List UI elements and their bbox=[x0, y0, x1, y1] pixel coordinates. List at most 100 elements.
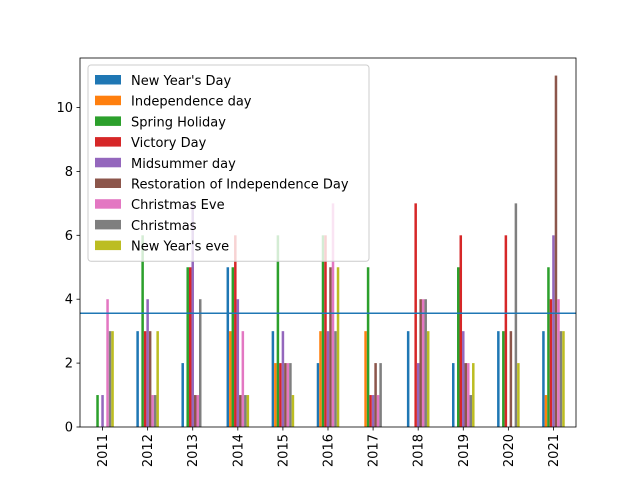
legend-swatch bbox=[95, 240, 121, 251]
bar-victory-day-2013 bbox=[188, 267, 192, 427]
bar-restoration-of-independence-day-2019 bbox=[464, 363, 468, 427]
bar-victory-day-2016 bbox=[324, 235, 327, 427]
bar-midsummer-day-2018 bbox=[416, 363, 420, 427]
x-tick-label: 2017 bbox=[367, 434, 382, 467]
bar-midsummer-day-2013 bbox=[191, 203, 194, 427]
bar-christmas-eve-2013 bbox=[196, 395, 199, 427]
x-tick-label: 2018 bbox=[412, 434, 427, 467]
legend-label: New Year's Day bbox=[131, 74, 231, 89]
legend-swatch bbox=[95, 157, 121, 168]
bar-spring-holiday-2019 bbox=[457, 267, 460, 427]
bar-christmas-eve-2012 bbox=[151, 395, 154, 427]
legend-swatch bbox=[95, 116, 121, 126]
bar-christmas-eve-2021 bbox=[557, 299, 560, 427]
bar-new-year-s-day-2014 bbox=[226, 267, 230, 427]
axes-layer: 0 2 4 6 8 10 2011 2012 2013 2014 2015 2016 2017 2018 2… bbox=[56, 57, 577, 467]
bar-christmas-eve-2018 bbox=[421, 299, 425, 427]
bar-christmas-2021 bbox=[559, 331, 563, 427]
legend-box bbox=[87, 64, 370, 262]
bar-midsummer-day-2015 bbox=[281, 331, 285, 427]
bar-new-year-s-day-2021 bbox=[542, 331, 545, 427]
bar-restoration-of-independence-day-2016 bbox=[329, 267, 332, 427]
legend-swatch bbox=[95, 178, 121, 188]
bar-christmas-eve-2015 bbox=[286, 363, 290, 427]
bar-victory-day-2019 bbox=[459, 235, 463, 427]
y-tick-label: 2 bbox=[65, 357, 73, 372]
legend-label: Midsummer day bbox=[131, 157, 236, 172]
bar-restoration-of-independence-day-2020 bbox=[509, 331, 513, 427]
bar-restoration-of-independence-day-2012 bbox=[148, 331, 152, 427]
bar-christmas-2016 bbox=[334, 331, 337, 427]
bars-layer bbox=[96, 75, 565, 427]
legend-label: Independence day bbox=[131, 95, 252, 110]
bar-new-year-s-eve-2021 bbox=[562, 331, 565, 427]
bar-victory-day-2014 bbox=[234, 235, 237, 427]
x-tick-label: 2014 bbox=[231, 434, 246, 467]
bar-midsummer-day-2016 bbox=[326, 331, 330, 427]
bar-independence-day-2016 bbox=[319, 331, 322, 427]
bar-spring-holiday-2020 bbox=[502, 331, 505, 427]
bar-spring-holiday-2013 bbox=[186, 267, 189, 427]
bar-new-year-s-eve-2020 bbox=[517, 363, 520, 427]
bar-christmas-eve-2011 bbox=[106, 299, 109, 427]
bar-christmas-2012 bbox=[153, 395, 157, 427]
bar-spring-holiday-2012 bbox=[141, 235, 144, 427]
bar-spring-holiday-2014 bbox=[231, 267, 235, 427]
x-tick-label: 2013 bbox=[186, 434, 201, 467]
x-tick-label: 2015 bbox=[276, 434, 291, 467]
y-tick-label: 0 bbox=[65, 421, 73, 436]
legend-swatch bbox=[95, 219, 121, 230]
bar-restoration-of-independence-day-2015 bbox=[284, 363, 287, 427]
legend-label: New Year's eve bbox=[131, 240, 229, 255]
bar-new-year-s-day-2013 bbox=[181, 363, 184, 427]
x-tick-label: 2020 bbox=[502, 434, 517, 467]
bar-spring-holiday-2011 bbox=[96, 395, 99, 427]
bar-christmas-2011 bbox=[108, 331, 112, 427]
legend-swatch bbox=[95, 137, 121, 147]
bar-restoration-of-independence-day-2021 bbox=[554, 75, 558, 427]
bar-spring-holiday-2017 bbox=[366, 267, 370, 427]
bar-victory-day-2012 bbox=[143, 331, 147, 427]
bar-victory-day-2020 bbox=[504, 235, 508, 427]
bar-new-year-s-eve-2012 bbox=[156, 331, 159, 427]
bar-christmas-2019 bbox=[469, 395, 473, 427]
bar-new-year-s-eve-2014 bbox=[246, 395, 250, 427]
bar-midsummer-day-2021 bbox=[552, 235, 555, 427]
bar-new-year-s-day-2015 bbox=[271, 331, 275, 427]
bar-midsummer-day-2017 bbox=[371, 395, 375, 427]
bar-christmas-2013 bbox=[198, 299, 202, 427]
bar-christmas-eve-2017 bbox=[376, 395, 380, 427]
bar-restoration-of-independence-day-2017 bbox=[374, 363, 377, 427]
x-tick-label: 2016 bbox=[322, 434, 337, 467]
bar-independence-day-2015 bbox=[274, 363, 277, 427]
bar-new-year-s-eve-2015 bbox=[291, 395, 295, 427]
bar-spring-holiday-2015 bbox=[276, 235, 280, 427]
legend-label: Restoration of Independence Day bbox=[131, 178, 349, 193]
bar-independence-day-2017 bbox=[364, 331, 367, 427]
bar-victory-day-2015 bbox=[279, 363, 282, 427]
bar-victory-day-2018 bbox=[414, 203, 417, 427]
y-tick-label: 6 bbox=[65, 229, 73, 244]
y-tick-label: 10 bbox=[56, 101, 73, 116]
bar-new-year-s-eve-2016 bbox=[336, 267, 340, 427]
x-tick-label: 2012 bbox=[141, 434, 156, 467]
bar-spring-holiday-2016 bbox=[321, 235, 325, 427]
y-tick-label: 8 bbox=[65, 165, 73, 180]
x-tick-label: 2021 bbox=[547, 434, 562, 467]
bar-christmas-eve-2014 bbox=[241, 331, 245, 427]
bar-christmas-2018 bbox=[424, 299, 427, 427]
x-tick-label: 2019 bbox=[457, 434, 472, 467]
bar-restoration-of-independence-day-2018 bbox=[419, 299, 422, 427]
bar-christmas-2017 bbox=[379, 363, 382, 427]
bar-restoration-of-independence-day-2013 bbox=[193, 395, 197, 427]
legend-label: Christmas bbox=[131, 219, 197, 234]
bar-midsummer-day-2011 bbox=[101, 395, 104, 427]
bar-new-year-s-day-2019 bbox=[452, 363, 455, 427]
bar-christmas-eve-2016 bbox=[331, 203, 335, 427]
bar-christmas-2020 bbox=[514, 203, 518, 427]
bar-new-year-s-day-2012 bbox=[136, 331, 139, 427]
bar-independence-day-2014 bbox=[229, 331, 232, 427]
bar-new-year-s-eve-2019 bbox=[472, 363, 475, 427]
x-tick-label: 2011 bbox=[96, 434, 111, 467]
